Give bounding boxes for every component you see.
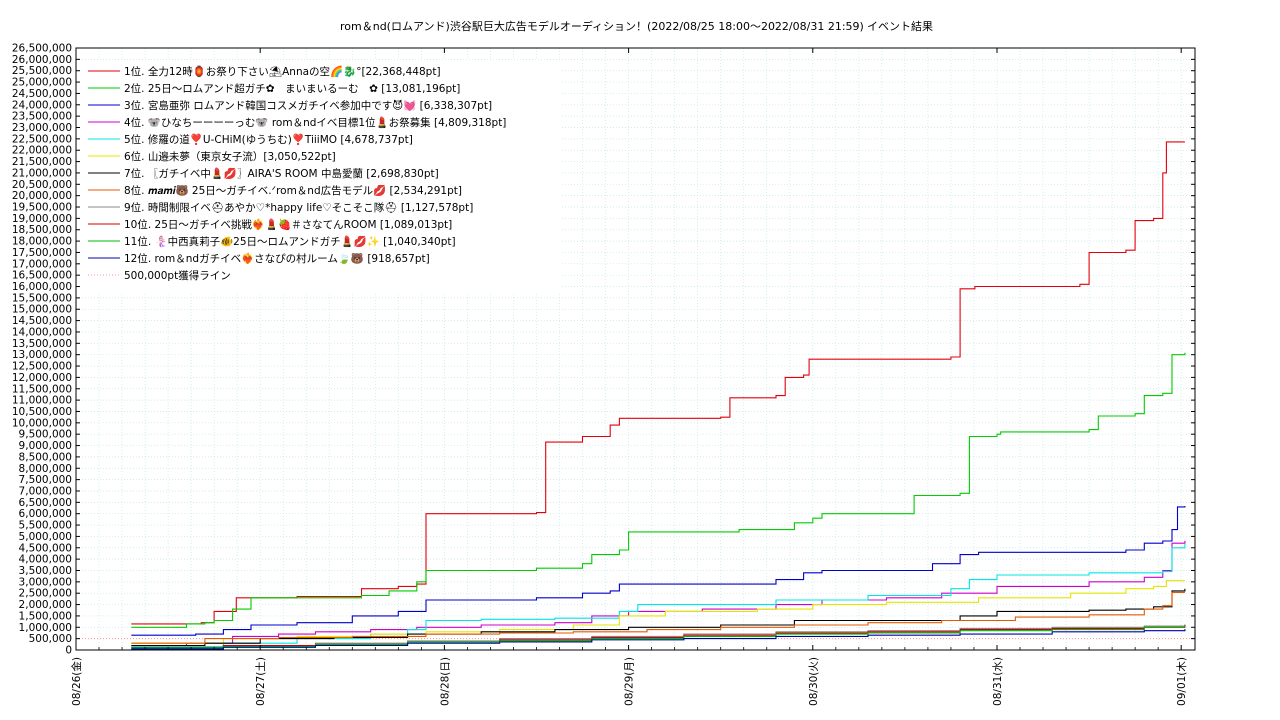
legend-entry-label: 12位. rom＆ndガチイベ❤️‍🔥さなぴの村ルーム🍃🐻 [918,657pt… bbox=[124, 252, 430, 265]
y-tick-label: 9,500,000 bbox=[19, 429, 72, 441]
y-tick-label: 5,000,000 bbox=[19, 531, 72, 543]
y-tick-label: 14,500,000 bbox=[12, 315, 72, 327]
x-tick-label: 08/29(月) bbox=[624, 657, 636, 706]
y-tick-label: 20,000,000 bbox=[12, 190, 72, 202]
x-tick-label: 09/01(木) bbox=[1176, 657, 1188, 706]
y-tick-label: 25,000,000 bbox=[12, 77, 72, 89]
y-tick-label: 6,000,000 bbox=[19, 508, 72, 520]
y-tick-label: 2,000,000 bbox=[19, 599, 72, 611]
y-tick-label: 26,000,000 bbox=[12, 54, 72, 66]
y-axis: 0500,0001,000,0001,500,0002,000,0002,500… bbox=[12, 43, 1195, 657]
y-tick-label: 8,500,000 bbox=[19, 451, 72, 463]
y-tick-label: 12,000,000 bbox=[12, 372, 72, 384]
legend-entry-label: 7位. 〖ガチイベ中💄💋〗AIRA'S ROOM 中島愛蘭 [2,698,830… bbox=[124, 167, 439, 180]
y-tick-label: 20,500,000 bbox=[12, 179, 72, 191]
series-line-rank-12 bbox=[131, 629, 1186, 650]
chart-title: rom＆nd(ロムアンド)渋谷駅巨大広告モデルオーディション！(2022/08/… bbox=[340, 19, 864, 33]
y-tick-label: 10,500,000 bbox=[12, 406, 72, 418]
y-tick-label: 7,500,000 bbox=[19, 474, 72, 486]
legend-entry-label: 5位. 修羅の道❣️U-CHiM(ゆうちむ)❣️TiiiMO [4,678,73… bbox=[124, 133, 413, 146]
y-tick-label: 4,500,000 bbox=[19, 542, 72, 554]
y-tick-label: 17,000,000 bbox=[12, 258, 72, 270]
legend-entry-label: 4位. 🐨ひなちーーーーっむ🐨 rom＆ndイベ目標1位💄お祭募集 [4,809… bbox=[124, 116, 506, 129]
y-tick-label: 3,500,000 bbox=[19, 565, 72, 577]
y-tick-label: 11,000,000 bbox=[12, 395, 72, 407]
y-tick-label: 26,500,000 bbox=[12, 43, 72, 55]
y-tick-label: 6,500,000 bbox=[19, 497, 72, 509]
y-tick-label: 15,000,000 bbox=[12, 304, 72, 316]
x-tick-label: 08/28(日) bbox=[439, 657, 451, 706]
x-tick-label: 08/30(火) bbox=[808, 657, 820, 706]
legend-entry-label: 2位. 25日〜ロムアンド超ガチ✿ まいまいるーむ ✿ [13,081,196p… bbox=[124, 82, 460, 95]
series-line-rank-3 bbox=[131, 506, 1186, 636]
legend: 1位. 全力12時🏮お祭り下さい⛱Annaの空🌈🐉°[22,368,448pt]… bbox=[80, 60, 560, 292]
y-tick-label: 9,000,000 bbox=[19, 440, 72, 452]
y-tick-label: 500,000 bbox=[29, 633, 72, 645]
y-tick-label: 1,500,000 bbox=[19, 610, 72, 622]
x-tick-label: 08/27(土) bbox=[254, 657, 267, 706]
legend-entry-label: 500,000pt獲得ライン bbox=[124, 269, 231, 282]
y-tick-label: 3,000,000 bbox=[19, 576, 72, 588]
y-tick-label: 21,000,000 bbox=[12, 167, 72, 179]
plot-frame bbox=[75, 47, 1196, 651]
series-lines bbox=[131, 141, 1186, 650]
y-tick-label: 23,000,000 bbox=[12, 122, 72, 134]
y-tick-label: 19,000,000 bbox=[12, 213, 72, 225]
y-tick-label: 24,000,000 bbox=[12, 99, 72, 111]
series-line-rank-8 bbox=[131, 591, 1185, 644]
y-tick-label: 4,000,000 bbox=[19, 554, 72, 566]
y-tick-label: 22,000,000 bbox=[12, 145, 72, 157]
y-tick-label: 25,500,000 bbox=[12, 65, 72, 77]
y-tick-label: 2,500,000 bbox=[19, 588, 72, 600]
y-tick-label: 8,000,000 bbox=[19, 463, 72, 475]
y-tick-label: 21,500,000 bbox=[12, 156, 72, 168]
legend-entry-label: 9位. 時間制限イベ⛑あやか♡*happy life♡そこそこ隊⛑ [1,127… bbox=[124, 201, 473, 214]
y-tick-label: 13,000,000 bbox=[12, 349, 72, 361]
y-tick-label: 18,000,000 bbox=[12, 236, 72, 248]
x-tick-label: 08/26(金) bbox=[70, 657, 83, 706]
series-line-rank-2 bbox=[131, 352, 1186, 628]
y-tick-label: 7,000,000 bbox=[19, 485, 72, 497]
legend-entry-label: 11位. 🧜🏻‍♀️中西真莉子🐠25日〜ロムアンドガチ💄💋✨ [1,040,34… bbox=[124, 235, 456, 248]
y-tick-label: 15,500,000 bbox=[12, 292, 72, 304]
y-tick-label: 0 bbox=[65, 645, 72, 657]
y-tick-label: 5,500,000 bbox=[19, 520, 72, 532]
legend-entry-label: 8位. 𝒎𝒂𝒎𝒊🐻 25日〜ガチイベ.ᐟrom＆nd広告モデル💋 [2,534,… bbox=[124, 184, 462, 197]
x-tick-label: 08/31(水) bbox=[992, 657, 1004, 706]
y-tick-label: 23,500,000 bbox=[12, 111, 72, 123]
y-tick-label: 13,500,000 bbox=[12, 338, 72, 350]
y-tick-label: 16,000,000 bbox=[12, 281, 72, 293]
series-line-rank-6 bbox=[131, 580, 1185, 644]
y-tick-label: 22,500,000 bbox=[12, 133, 72, 145]
legend-entry-label: 1位. 全力12時🏮お祭り下さい⛱Annaの空🌈🐉°[22,368,448pt] bbox=[124, 65, 441, 78]
y-tick-label: 1,000,000 bbox=[19, 622, 72, 634]
y-tick-label: 11,500,000 bbox=[12, 383, 72, 395]
y-tick-label: 10,000,000 bbox=[12, 417, 72, 429]
legend-entry-label: 10位. 25日〜ガチイベ挑戦❤️‍🔥💄🍓＃さなてんROOM [1,089,01… bbox=[124, 218, 452, 231]
y-tick-label: 12,500,000 bbox=[12, 361, 72, 373]
legend-entry-label: 6位. 山邉未夢（東京女子流）[3,050,522pt] bbox=[124, 150, 336, 163]
series-line-rank-1 bbox=[131, 141, 1185, 625]
y-tick-label: 14,000,000 bbox=[12, 326, 72, 338]
series-line-rank-9 bbox=[131, 624, 1186, 649]
legend-entry-label: 3位. 宮島亜弥 ロムアンド韓国コスメガチイベ参加中です😈💓 [6,338,30… bbox=[124, 99, 492, 112]
legend-background bbox=[80, 60, 560, 292]
x-axis: 08/26(金) 08/27(土) 08/28(日) 08/29(月) 08/30(火)… bbox=[70, 48, 1188, 706]
y-tick-label: 16,500,000 bbox=[12, 270, 72, 282]
chart-subtitle: イベント結果 bbox=[867, 19, 933, 33]
y-tick-label: 18,500,000 bbox=[12, 224, 72, 236]
series-line-rank-11 bbox=[131, 626, 1186, 649]
y-tick-label: 24,500,000 bbox=[12, 88, 72, 100]
y-tick-label: 17,500,000 bbox=[12, 247, 72, 259]
y-tick-label: 19,500,000 bbox=[12, 202, 72, 214]
